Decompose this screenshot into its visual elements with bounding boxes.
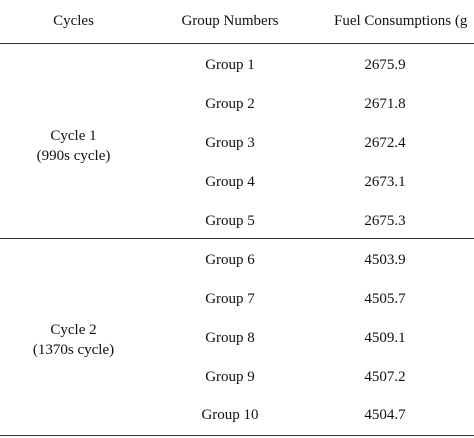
table-row-group: Group 10 [201, 407, 259, 423]
table-row-group: Group 4 [205, 174, 255, 190]
cycle-1-label: Cycle 1 (990s cycle) [0, 126, 147, 166]
header-group-numbers: Group Numbers [181, 13, 279, 29]
table-row-fuel: 4507.2 [364, 369, 406, 385]
header-divider [0, 43, 474, 44]
table-row-fuel: 2671.8 [364, 96, 406, 112]
table-row-fuel: 4505.7 [364, 291, 406, 307]
cycle-divider [0, 238, 474, 239]
table-bottom-rule [0, 435, 474, 436]
table-row-fuel: 2675.3 [364, 213, 406, 229]
table-row-group: Group 2 [205, 96, 255, 112]
table-row-group: Group 5 [205, 213, 255, 229]
table-row-group: Group 3 [205, 135, 255, 151]
cycle-2-duration: (1370s cycle) [32, 342, 115, 358]
header-cycles: Cycles [53, 13, 94, 29]
table-row-fuel: 4504.7 [364, 407, 406, 423]
table-row-fuel: 4503.9 [364, 252, 406, 268]
header-fuel-consumptions: Fuel Consumptions (g [334, 13, 468, 29]
table-row-fuel: 2675.9 [364, 57, 406, 73]
table-row-group: Group 9 [205, 369, 255, 385]
cycle-2-title: Cycle 2 [50, 322, 97, 338]
table-row-group: Group 6 [205, 252, 255, 268]
table-row-group: Group 1 [205, 57, 255, 73]
cycle-1-title: Cycle 1 [50, 128, 97, 144]
table-row-fuel: 2672.4 [364, 135, 406, 151]
table-row-group: Group 8 [205, 330, 255, 346]
cycle-1-duration: (990s cycle) [36, 148, 111, 164]
table-row-fuel: 2673.1 [364, 174, 406, 190]
table-row-fuel: 4509.1 [364, 330, 406, 346]
cycle-2-label: Cycle 2 (1370s cycle) [0, 320, 147, 360]
table-row-group: Group 7 [205, 291, 255, 307]
